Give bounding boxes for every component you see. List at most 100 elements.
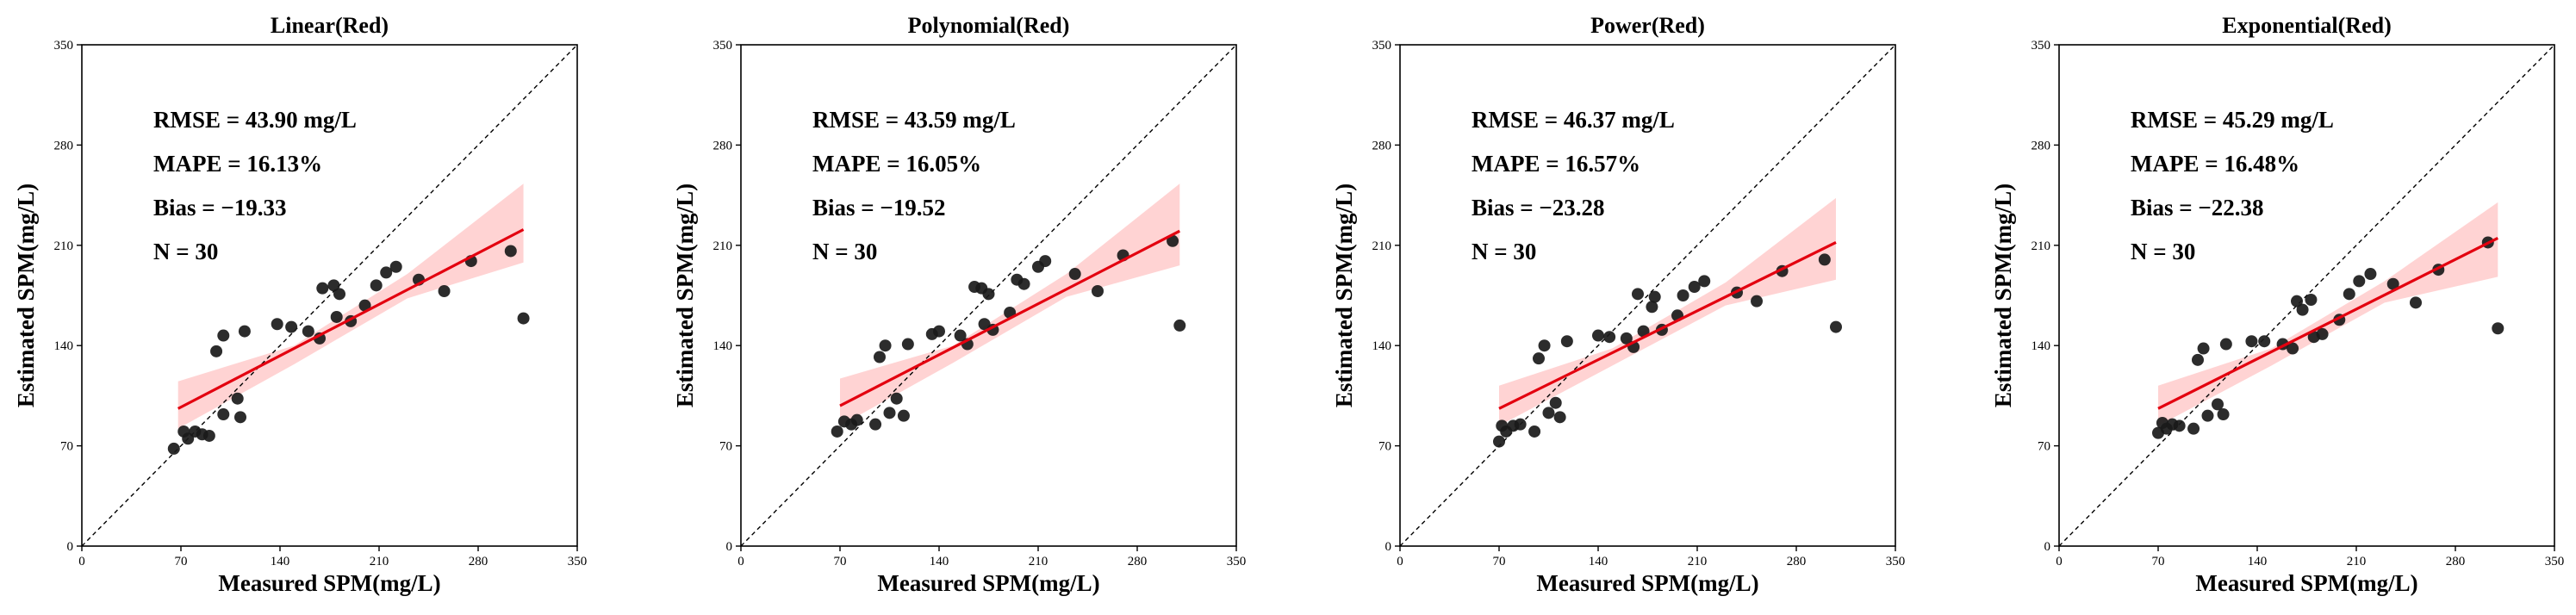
data-point	[2343, 288, 2355, 301]
stats-annotation: Bias = −23.28	[1472, 195, 1605, 221]
data-point	[370, 279, 383, 292]
data-point	[2305, 293, 2318, 306]
one-to-one-line	[81, 44, 578, 547]
x-tick-label: 70	[834, 555, 847, 568]
data-point	[202, 429, 215, 442]
x-tick-label: 350	[2545, 555, 2565, 568]
data-point	[1528, 425, 1541, 438]
data-point	[978, 318, 991, 331]
y-axis-label: Estimated SPM(mg/L)	[1331, 183, 1357, 407]
y-axis-label: Estimated SPM(mg/L)	[13, 183, 39, 407]
y-axis-label: Estimated SPM(mg/L)	[1990, 183, 2016, 407]
data-point	[879, 339, 892, 352]
data-point	[1542, 407, 1555, 419]
stats-annotation: RMSE = 46.37 mg/L	[1472, 107, 1675, 133]
stats-annotation: RMSE = 43.59 mg/L	[812, 107, 1016, 133]
stats-annotation: Bias = −19.33	[153, 195, 287, 221]
data-point	[389, 260, 402, 273]
regression-line	[177, 228, 525, 410]
chart-title: Linear(Red)	[271, 13, 389, 38]
x-tick-label: 140	[930, 555, 949, 568]
x-tick-label: 0	[1397, 555, 1403, 568]
y-tick-label: 350	[713, 39, 733, 53]
x-tick-label: 280	[2446, 555, 2466, 568]
stats-annotation: MAPE = 16.48%	[2131, 151, 2299, 177]
chart-title: Polynomial(Red)	[908, 13, 1070, 38]
y-tick-label: 210	[2032, 239, 2051, 253]
x-tick-label: 210	[1029, 555, 1048, 568]
stats-annotation: RMSE = 43.90 mg/L	[153, 107, 357, 133]
data-point	[890, 392, 903, 405]
data-point	[167, 442, 180, 455]
data-point	[2410, 296, 2422, 309]
data-point	[231, 392, 244, 405]
data-point	[517, 312, 530, 325]
x-tick-label: 140	[2248, 555, 2268, 568]
y-tick-label: 70	[719, 440, 732, 454]
y-tick-label: 280	[1372, 139, 1392, 152]
plot-frame	[81, 44, 578, 547]
chart-panel-1: 0 70 140 210 280 350 0 70 140 210 280 350 Linear(Red…	[13, 13, 587, 596]
plot-frame	[1399, 44, 1896, 547]
x-tick-label: 70	[175, 555, 188, 568]
x-tick-label: 70	[1493, 555, 1506, 568]
data-point	[1830, 320, 1842, 333]
data-point	[302, 325, 314, 338]
y-tick-label: 140	[2032, 339, 2051, 353]
data-point	[2197, 342, 2210, 355]
x-axis-label: Measured SPM(mg/L)	[877, 570, 1099, 596]
stats-annotation: MAPE = 16.13%	[153, 151, 322, 177]
data-point	[2316, 327, 2329, 340]
y-tick-label: 280	[2032, 139, 2051, 152]
data-point	[2287, 342, 2299, 355]
data-point	[2212, 398, 2224, 411]
data-point	[1648, 290, 1661, 303]
y-tick-label: 140	[54, 339, 74, 353]
data-point	[1646, 301, 1658, 314]
data-point	[982, 288, 995, 301]
data-point	[217, 408, 230, 421]
data-point	[2192, 353, 2204, 366]
data-point	[238, 325, 251, 338]
y-tick-label: 350	[2032, 39, 2051, 53]
x-tick-label: 0	[2056, 555, 2063, 568]
y-tick-label: 0	[1385, 540, 1392, 554]
data-point	[1632, 288, 1644, 301]
x-tick-label: 280	[1128, 555, 1148, 568]
x-tick-label: 350	[1886, 555, 1906, 568]
data-point	[2187, 422, 2200, 435]
data-point	[1620, 332, 1633, 345]
chart-panel-4: 0 70 140 210 280 350 0 70 140 210 280 350 Exponentia…	[1990, 13, 2564, 596]
confidence-band	[1499, 197, 1836, 426]
stats-annotation: N = 30	[1472, 239, 1536, 264]
x-tick-label: 280	[469, 555, 488, 568]
data-point	[1017, 277, 1030, 290]
data-point	[2245, 335, 2258, 348]
data-point	[2217, 408, 2230, 421]
data-point	[901, 338, 914, 351]
x-tick-label: 140	[271, 555, 290, 568]
data-point	[504, 245, 517, 258]
chart-panel-3: 0 70 140 210 280 350 0 70 140 210 280 350 Power(Red)…	[1331, 13, 1905, 596]
data-point	[316, 282, 329, 295]
stats-annotation: MAPE = 16.57%	[1472, 151, 1640, 177]
data-point	[1560, 335, 1573, 348]
stats-annotation: Bias = −19.52	[812, 195, 946, 221]
y-tick-label: 140	[1372, 339, 1392, 353]
y-tick-label: 70	[2038, 440, 2050, 454]
y-tick-label: 0	[67, 540, 74, 554]
data-point	[1751, 295, 1763, 308]
x-tick-label: 280	[1787, 555, 1807, 568]
data-point	[850, 413, 863, 426]
data-point	[933, 325, 945, 338]
data-point	[2364, 268, 2377, 281]
data-point	[438, 285, 451, 298]
x-tick-label: 350	[1227, 555, 1247, 568]
y-tick-label: 70	[1378, 440, 1391, 454]
y-tick-label: 0	[2044, 540, 2051, 554]
x-tick-label: 210	[2347, 555, 2367, 568]
data-point	[1167, 234, 1179, 247]
y-tick-label: 350	[54, 39, 74, 53]
data-point	[1698, 275, 1711, 288]
